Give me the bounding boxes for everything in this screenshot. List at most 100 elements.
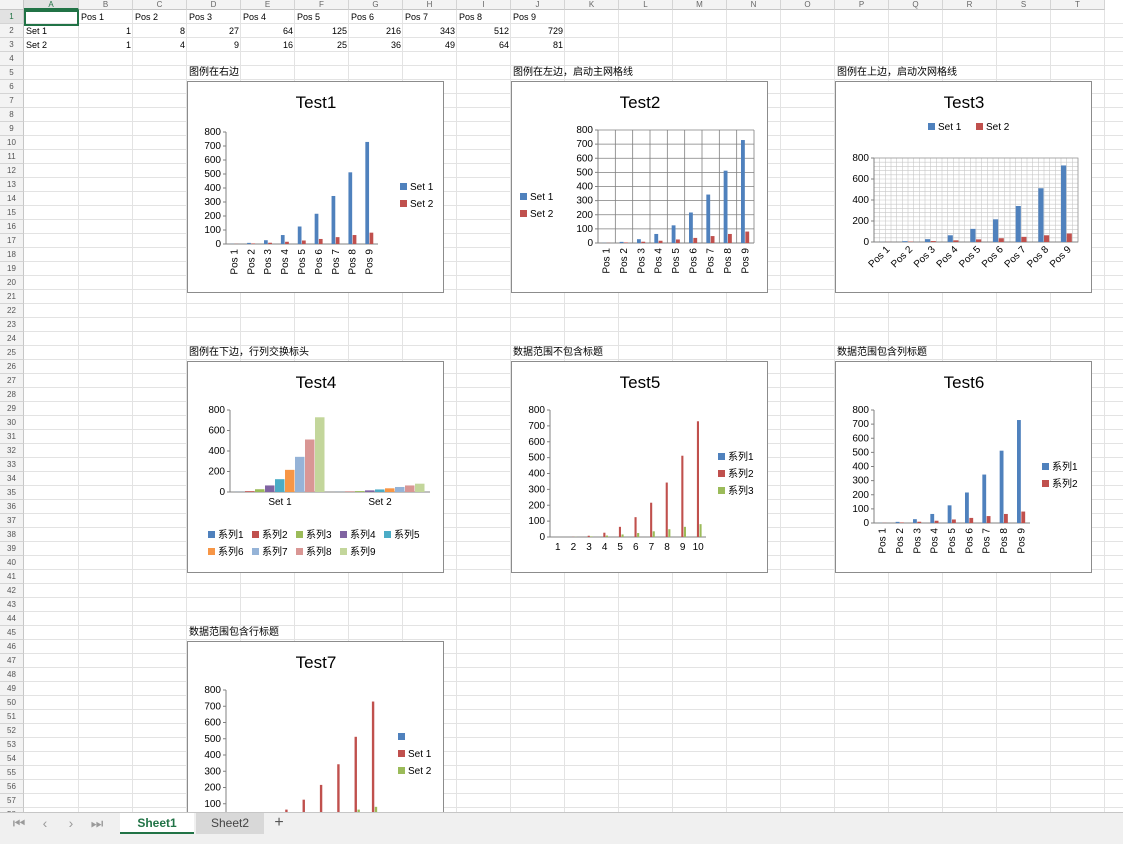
column-header-m[interactable]: M <box>673 0 727 10</box>
cell-header[interactable]: Pos 7 <box>405 12 429 22</box>
row-header[interactable]: 10 <box>0 136 24 150</box>
column-header-g[interactable]: G <box>349 0 403 10</box>
row-header[interactable]: 34 <box>0 472 24 486</box>
row-header[interactable]: 22 <box>0 304 24 318</box>
row-header[interactable]: 1 <box>0 10 24 24</box>
row-header[interactable]: 28 <box>0 388 24 402</box>
row-header[interactable]: 15 <box>0 206 24 220</box>
row-header[interactable]: 17 <box>0 234 24 248</box>
cell-value[interactable]: 8 <box>179 26 185 36</box>
next-sheet-icon[interactable]: › <box>68 815 74 831</box>
chart-test3[interactable]: Test3 0 200 400 600 800 Pos 1 Pos 2 Pos 3 Pos 4 Po… <box>835 81 1092 293</box>
row-header[interactable]: 36 <box>0 500 24 514</box>
row-header[interactable]: 14 <box>0 192 24 206</box>
cell-value[interactable]: 343 <box>439 26 455 36</box>
row-header[interactable]: 13 <box>0 178 24 192</box>
add-sheet-icon[interactable]: + <box>274 814 284 831</box>
column-header-i[interactable]: I <box>457 0 511 10</box>
row-header[interactable]: 9 <box>0 122 24 136</box>
cell-value[interactable]: 64 <box>498 40 509 50</box>
column-header-k[interactable]: K <box>565 0 619 10</box>
row-header[interactable]: 55 <box>0 766 24 780</box>
column-header-n[interactable]: N <box>727 0 781 10</box>
column-header-b[interactable]: B <box>79 0 133 10</box>
row-header[interactable]: 26 <box>0 360 24 374</box>
cell-header[interactable]: Pos 6 <box>351 12 375 22</box>
column-header-l[interactable]: L <box>619 0 673 10</box>
row-header[interactable]: 54 <box>0 752 24 766</box>
column-header-a[interactable]: A <box>24 0 79 10</box>
chart-test6[interactable]: Test6 0 100 200 300 400 500 600 700 800 Pos 1 Pos 2… <box>835 361 1092 573</box>
cell-value[interactable]: 125 <box>331 26 347 36</box>
row-header[interactable]: 21 <box>0 290 24 304</box>
row-header[interactable]: 43 <box>0 598 24 612</box>
cell-row-label[interactable]: Set 2 <box>26 40 48 50</box>
select-all-corner[interactable] <box>0 0 24 10</box>
column-header-t[interactable]: T <box>1051 0 1105 10</box>
cell-value[interactable]: 49 <box>444 40 455 50</box>
last-sheet-icon[interactable]: ⏭ <box>90 815 104 831</box>
cell-value[interactable]: 64 <box>282 26 293 36</box>
column-header-d[interactable]: D <box>187 0 241 10</box>
cell-value[interactable]: 1 <box>125 40 131 50</box>
row-header[interactable]: 41 <box>0 570 24 584</box>
cell-value[interactable]: 729 <box>547 26 563 36</box>
cell-value[interactable]: 27 <box>228 26 239 36</box>
column-header-q[interactable]: Q <box>889 0 943 10</box>
cell-header[interactable]: Pos 5 <box>297 12 321 22</box>
row-header[interactable]: 45 <box>0 626 24 640</box>
row-header[interactable]: 7 <box>0 94 24 108</box>
row-header[interactable]: 8 <box>0 108 24 122</box>
cell-value[interactable]: 1 <box>125 26 131 36</box>
cell-value[interactable]: 216 <box>385 26 401 36</box>
cell-header[interactable]: Pos 2 <box>135 12 159 22</box>
chart-test7[interactable]: Test7 100 200 300 400 500 600 700 800 Set 1 Set 2 <box>187 641 444 812</box>
prev-sheet-icon[interactable]: ‹ <box>42 815 48 831</box>
row-header[interactable]: 51 <box>0 710 24 724</box>
cell-header[interactable]: Pos 4 <box>243 12 267 22</box>
cell-value[interactable]: 9 <box>233 40 239 50</box>
row-header[interactable]: 25 <box>0 346 24 360</box>
row-header[interactable]: 42 <box>0 584 24 598</box>
row-header[interactable]: 20 <box>0 276 24 290</box>
active-cell-a1[interactable] <box>24 10 79 26</box>
row-header[interactable]: 44 <box>0 612 24 626</box>
row-header[interactable]: 32 <box>0 444 24 458</box>
row-header[interactable]: 24 <box>0 332 24 346</box>
cell-header[interactable]: Pos 8 <box>459 12 483 22</box>
row-header[interactable]: 18 <box>0 248 24 262</box>
cell-value[interactable]: 81 <box>552 40 563 50</box>
first-sheet-icon[interactable]: ⏮ <box>12 815 26 831</box>
row-header[interactable]: 58 <box>0 808 24 812</box>
column-header-f[interactable]: F <box>295 0 349 10</box>
row-header[interactable]: 52 <box>0 724 24 738</box>
row-header[interactable]: 5 <box>0 66 24 80</box>
row-header[interactable]: 4 <box>0 52 24 66</box>
chart-test2[interactable]: Test2 0 100 200 300 400 500 600 700 800 Pos 1 Pos 2… <box>511 81 768 293</box>
row-header[interactable]: 48 <box>0 668 24 682</box>
row-header[interactable]: 47 <box>0 654 24 668</box>
row-header[interactable]: 38 <box>0 528 24 542</box>
cell-value[interactable]: 512 <box>493 26 509 36</box>
column-header-h[interactable]: H <box>403 0 457 10</box>
cell-value[interactable]: 25 <box>336 40 347 50</box>
row-header[interactable]: 29 <box>0 402 24 416</box>
row-header[interactable]: 30 <box>0 416 24 430</box>
column-header-c[interactable]: C <box>133 0 187 10</box>
row-header[interactable]: 39 <box>0 542 24 556</box>
row-header[interactable]: 40 <box>0 556 24 570</box>
column-header-o[interactable]: O <box>781 0 835 10</box>
column-header-p[interactable]: P <box>835 0 889 10</box>
cell-value[interactable]: 36 <box>390 40 401 50</box>
row-header[interactable]: 57 <box>0 794 24 808</box>
cell-header[interactable]: Pos 9 <box>513 12 537 22</box>
tab-sheet2[interactable]: Sheet2 <box>196 813 264 834</box>
cell-row-label[interactable]: Set 1 <box>26 26 48 36</box>
row-header[interactable]: 3 <box>0 38 24 52</box>
row-header[interactable]: 2 <box>0 24 24 38</box>
chart-test5[interactable]: Test5 0 100 200 300 400 500 600 700 800 1 2 3 4 5 6 7 8 9 1… <box>511 361 768 573</box>
cell-value[interactable]: 4 <box>179 40 185 50</box>
row-header[interactable]: 35 <box>0 486 24 500</box>
row-header[interactable]: 19 <box>0 262 24 276</box>
